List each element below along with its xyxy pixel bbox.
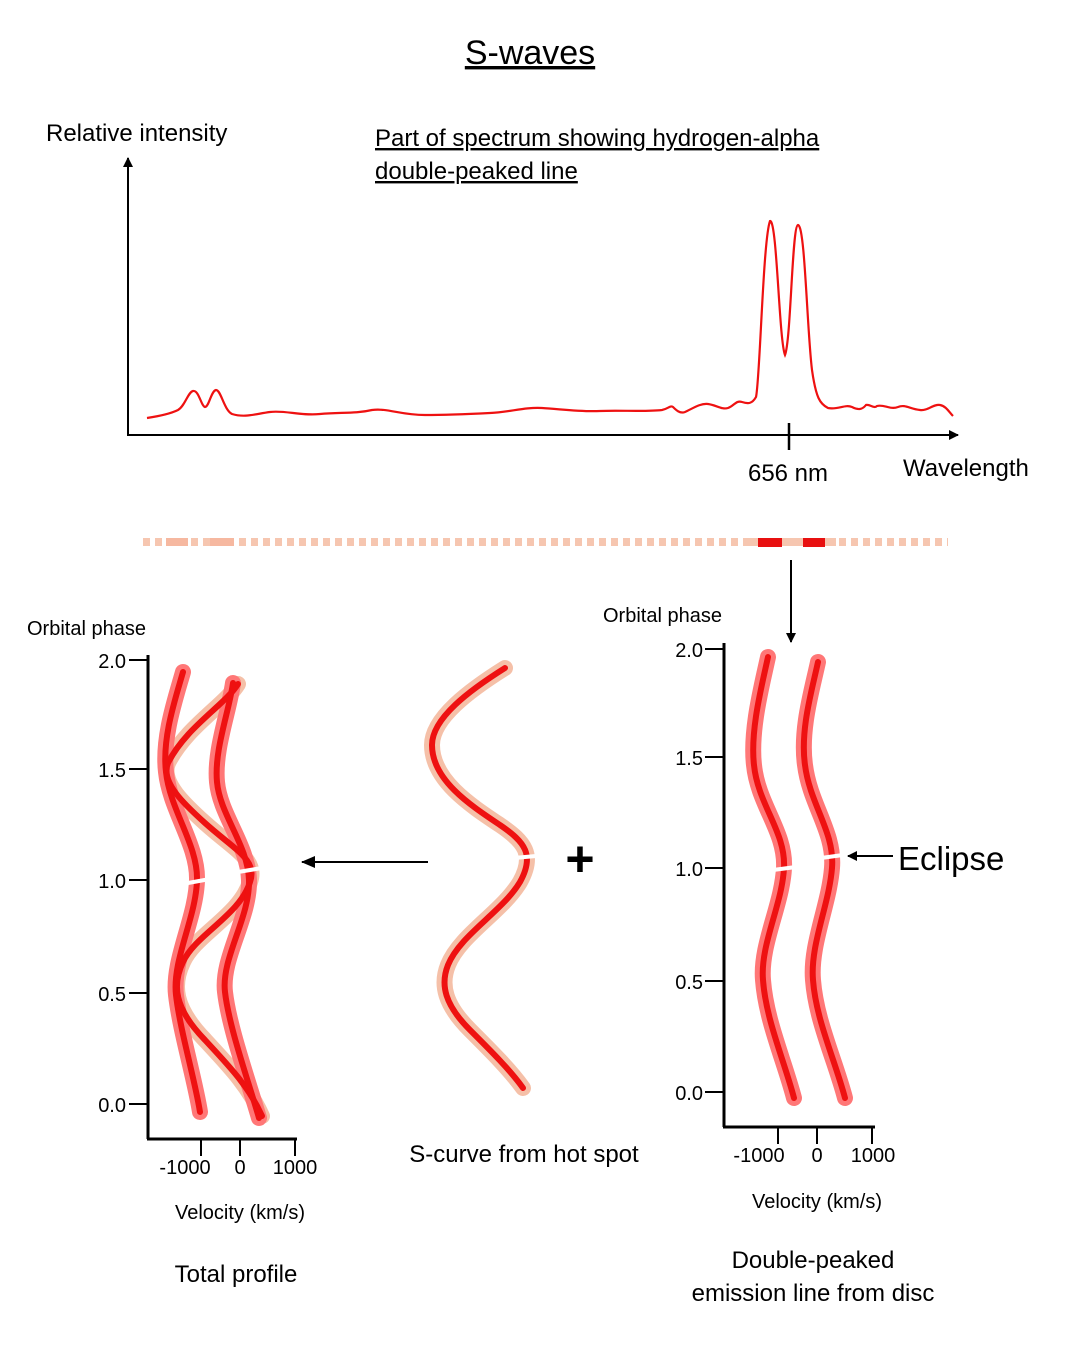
spectrum-y-label: Relative intensity: [46, 120, 227, 147]
disc-x-label: Velocity (km/s): [752, 1191, 882, 1213]
eclipse-gap: [187, 877, 211, 885]
total-y-tick-label: 2.0: [98, 651, 126, 673]
strip-red-band: [803, 538, 825, 547]
disc-x-tick-label: 0: [811, 1145, 822, 1167]
disc-panel: Orbital phase 0.0 0.5 1.0 1.5 2.0 -1000 …: [603, 605, 1004, 1307]
eclipse-gap: [820, 853, 844, 860]
total-x-tick-label: 0: [234, 1157, 245, 1179]
total-disc-curve: [213, 680, 262, 1121]
plus-sign: +: [565, 831, 594, 887]
total-y-tick-label: 1.0: [98, 871, 126, 893]
disc-x-tick-label: -1000: [733, 1145, 784, 1167]
total-y-tick-label: 1.5: [98, 760, 126, 782]
hot-spot-s-curve-halo: [423, 660, 536, 1096]
hot-spot-panel: + S-curve from hot spot: [409, 660, 639, 1168]
spectrum-panel: Relative intensity Part of spectrum show…: [46, 120, 1029, 487]
spectrum-caption-line2: double-peaked line: [375, 158, 578, 185]
disc-y-title: Orbital phase: [603, 605, 722, 627]
disc-y-tick-label: 2.0: [675, 640, 703, 662]
eclipse-gap: [513, 854, 537, 860]
total-profile-panel: Orbital phase 0.0 0.5 1.0 1.5 2.0 -1000 …: [27, 618, 317, 1288]
page-title: S-waves: [465, 34, 595, 72]
total-x-tick-label: 1000: [273, 1157, 318, 1179]
strip-light-band: [166, 538, 188, 546]
strip-red-band: [758, 538, 782, 547]
total-y-tick-label: 0.5: [98, 984, 126, 1006]
total-caption: Total profile: [175, 1261, 298, 1288]
total-y-title: Orbital phase: [27, 618, 146, 640]
strip-light-band: [210, 538, 234, 546]
disc-curve: [800, 659, 848, 1101]
disc-x-tick-label: 1000: [851, 1145, 896, 1167]
hot-spot-caption: S-curve from hot spot: [409, 1141, 639, 1168]
hot-spot-s-curve: [428, 665, 531, 1091]
eclipse-label: Eclipse: [898, 840, 1004, 877]
spectrum-strip: [143, 538, 948, 643]
total-x-label: Velocity (km/s): [175, 1202, 305, 1224]
disc-caption-line2: emission line from disc: [692, 1280, 935, 1307]
disc-y-tick-label: 0.5: [675, 972, 703, 994]
total-x-tick-label: -1000: [159, 1157, 210, 1179]
disc-caption-line1: Double-peaked: [732, 1247, 895, 1274]
strip-light-band: [746, 538, 836, 546]
spectrum-caption-line1: Part of spectrum showing hydrogen-alpha: [375, 125, 820, 152]
eclipse-gap: [237, 866, 263, 874]
spectrum-curve: [146, 219, 954, 420]
disc-y-tick-label: 0.0: [675, 1083, 703, 1105]
spectrum-x-label: Wavelength: [903, 455, 1029, 482]
disc-y-tick-label: 1.5: [675, 748, 703, 770]
eclipse-gap: [772, 865, 797, 872]
total-y-tick-label: 0.0: [98, 1095, 126, 1117]
wavelength-marker-label: 656 nm: [748, 460, 828, 487]
disc-y-tick-label: 1.0: [675, 859, 703, 881]
